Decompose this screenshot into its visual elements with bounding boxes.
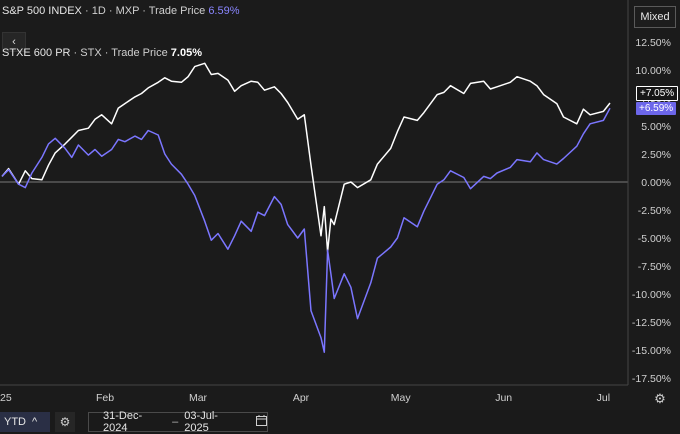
legend-stxe-exchange: STX [80, 47, 102, 59]
y-tick-label: -15.00% [632, 345, 671, 357]
date-separator: – [172, 416, 179, 428]
legend-stxe[interactable]: STXE 600 PR · STX · Trade Price 7.05% [2, 47, 202, 59]
collapse-legend-button[interactable]: ‹ [2, 32, 26, 52]
gear-icon: ⚙ [59, 415, 71, 429]
date-range-picker[interactable]: 31-Dec-2024 – 03-Jul-2025 [88, 410, 268, 434]
y-tick-label: 2.50% [641, 149, 671, 161]
chart-settings-button[interactable]: ⚙ [650, 390, 670, 408]
date-to: 03-Jul-2025 [184, 410, 218, 434]
y-tick-label: -10.00% [632, 289, 671, 301]
period-label: YTD [4, 416, 26, 428]
last-value-badge-stxe: +7.05% [636, 86, 679, 101]
x-tick-label: Mar [189, 392, 208, 404]
x-tick-label: Jun [495, 392, 512, 404]
scale-mode-label: Mixed [640, 11, 670, 23]
period-settings-button[interactable]: ⚙ [55, 412, 75, 432]
x-tick-label: 25 [0, 392, 12, 404]
legend-spx-field: Trade Price [148, 5, 206, 17]
bottom-toolbar [0, 410, 680, 434]
legend-spx-interval: 1D [91, 5, 106, 17]
calendar-icon[interactable] [256, 415, 267, 429]
legend-spx-sep2: · [108, 5, 113, 17]
y-tick-label: -2.50% [638, 205, 671, 217]
x-tick-label: May [391, 392, 412, 404]
legend-stxe-sep2: · [104, 47, 109, 59]
y-tick-label: -7.50% [638, 261, 671, 273]
gear-icon: ⚙ [654, 391, 666, 406]
chart-area[interactable]: 12.50%10.00%7.50%5.00%2.50%0.00%-2.50%-5… [0, 0, 680, 410]
y-tick-label: -17.50% [632, 373, 671, 385]
y-tick-label: 12.50% [635, 37, 671, 49]
y-tick-label: 10.00% [635, 65, 671, 77]
y-tick-label: 0.00% [641, 177, 671, 189]
chevron-left-icon: ‹ [12, 36, 16, 48]
legend-stxe-name: STXE 600 PR [2, 47, 71, 59]
period-selector[interactable]: YTD ^ [0, 412, 50, 432]
x-tick-label: Jul [597, 392, 610, 404]
y-tick-label: 5.00% [641, 121, 671, 133]
legend-stxe-sep1: · [73, 47, 78, 59]
scale-mode-dropdown[interactable]: Mixed [634, 6, 676, 28]
legend-stxe-value: 7.05% [170, 47, 202, 59]
series-line-spx[interactable] [1, 107, 611, 353]
x-tick-label: Feb [96, 392, 114, 404]
series-line-stxe[interactable] [1, 62, 611, 253]
legend-spx-sep1: · [84, 5, 89, 17]
legend-spx-exchange: MXP [115, 5, 140, 17]
legend-spx-value: 6.59% [208, 5, 240, 17]
legend-spx[interactable]: S&P 500 INDEX · 1D · MXP · Trade Price 6… [2, 5, 240, 17]
last-value-badge-spx: +6.59% [636, 102, 677, 115]
chevron-up-icon: ^ [32, 416, 38, 428]
legend-spx-name: S&P 500 INDEX [2, 5, 82, 17]
legend-spx-sep3: · [142, 5, 146, 17]
legend-stxe-field: Trade Price [111, 47, 168, 59]
y-tick-label: -5.00% [638, 233, 671, 245]
date-from: 31-Dec-2024 [103, 410, 143, 434]
x-tick-label: Apr [293, 392, 310, 404]
y-tick-label: -12.50% [632, 317, 671, 329]
